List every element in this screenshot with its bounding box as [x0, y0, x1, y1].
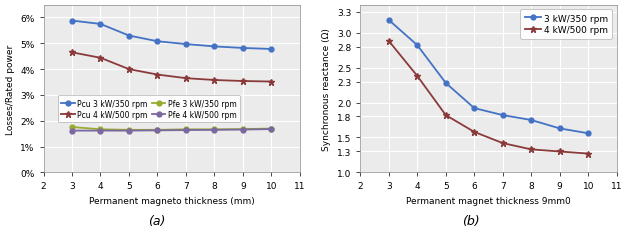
- 3 kW/350 rpm: [385, 19, 392, 22]
- X-axis label: Permanent magnet thickness 9mm0: Permanent magnet thickness 9mm0: [406, 196, 571, 205]
- Y-axis label: Losses/Rated power: Losses/Rated power: [6, 44, 14, 134]
- X-axis label: Permanent magneto thickness (mm): Permanent magneto thickness (mm): [89, 196, 254, 205]
- Text: (b): (b): [462, 214, 480, 227]
- Pfe 4 kW/500 rpm: [268, 128, 275, 131]
- Pcu 4 kW/500 rpm: [97, 57, 104, 60]
- Pcu 3 kW/350 rpm: [97, 23, 104, 26]
- Legend: Pcu 3 kW/350 rpm, Pcu 4 kW/500 rpm, Pfe 3 kW/350 rpm, Pfe 4 kW/500 rpm: Pcu 3 kW/350 rpm, Pcu 4 kW/500 rpm, Pfe …: [58, 95, 241, 123]
- 4 kW/500 rpm: [528, 148, 535, 151]
- 3 kW/350 rpm: [585, 132, 592, 135]
- Line: 4 kW/500 rpm: 4 kW/500 rpm: [386, 39, 592, 157]
- 3 kW/350 rpm: [499, 114, 507, 117]
- Line: Pfe 4 kW/500 rpm: Pfe 4 kW/500 rpm: [70, 127, 274, 134]
- Pfe 3 kW/350 rpm: [239, 128, 247, 131]
- Pfe 4 kW/500 rpm: [68, 130, 76, 132]
- Pfe 3 kW/350 rpm: [97, 128, 104, 131]
- Pcu 4 kW/500 rpm: [182, 77, 190, 80]
- Pcu 4 kW/500 rpm: [268, 81, 275, 84]
- 4 kW/500 rpm: [385, 40, 392, 43]
- 3 kW/350 rpm: [556, 128, 563, 130]
- 3 kW/350 rpm: [413, 45, 421, 47]
- 4 kW/500 rpm: [413, 75, 421, 78]
- Pcu 4 kW/500 rpm: [210, 79, 218, 82]
- 4 kW/500 rpm: [556, 150, 563, 153]
- 3 kW/350 rpm: [470, 107, 478, 110]
- Pfe 3 kW/350 rpm: [68, 126, 76, 129]
- Pfe 4 kW/500 rpm: [125, 130, 133, 132]
- Pfe 3 kW/350 rpm: [125, 129, 133, 132]
- Pcu 3 kW/350 rpm: [210, 46, 218, 49]
- 4 kW/500 rpm: [470, 131, 478, 134]
- Pfe 4 kW/500 rpm: [210, 129, 218, 132]
- 3 kW/350 rpm: [442, 82, 450, 85]
- Pfe 4 kW/500 rpm: [182, 129, 190, 132]
- 4 kW/500 rpm: [499, 142, 507, 145]
- Line: Pcu 4 kW/500 rpm: Pcu 4 kW/500 rpm: [69, 50, 274, 85]
- Pfe 3 kW/350 rpm: [210, 128, 218, 131]
- Line: Pfe 3 kW/350 rpm: Pfe 3 kW/350 rpm: [70, 125, 274, 133]
- Pcu 3 kW/350 rpm: [68, 20, 76, 23]
- Pcu 3 kW/350 rpm: [154, 41, 161, 44]
- Legend: 3 kW/350 rpm, 4 kW/500 rpm: 3 kW/350 rpm, 4 kW/500 rpm: [520, 10, 612, 40]
- Pcu 3 kW/350 rpm: [182, 44, 190, 46]
- Pcu 3 kW/350 rpm: [268, 48, 275, 51]
- Text: (a): (a): [148, 214, 166, 227]
- Pfe 4 kW/500 rpm: [239, 129, 247, 131]
- Pfe 3 kW/350 rpm: [268, 128, 275, 130]
- 4 kW/500 rpm: [442, 114, 450, 117]
- Pcu 3 kW/350 rpm: [239, 47, 247, 50]
- Y-axis label: Synchronous reactance (Ω): Synchronous reactance (Ω): [322, 28, 332, 150]
- Pfe 3 kW/350 rpm: [182, 128, 190, 131]
- Pcu 4 kW/500 rpm: [154, 74, 161, 77]
- Pfe 4 kW/500 rpm: [154, 129, 161, 132]
- Line: Pcu 3 kW/350 rpm: Pcu 3 kW/350 rpm: [70, 19, 274, 52]
- Pcu 3 kW/350 rpm: [125, 35, 133, 38]
- Pcu 4 kW/500 rpm: [125, 68, 133, 71]
- Pfe 3 kW/350 rpm: [154, 129, 161, 132]
- Pcu 4 kW/500 rpm: [239, 80, 247, 83]
- Line: 3 kW/350 rpm: 3 kW/350 rpm: [386, 19, 591, 136]
- 4 kW/500 rpm: [585, 153, 592, 155]
- Pcu 4 kW/500 rpm: [68, 52, 76, 55]
- Pfe 4 kW/500 rpm: [97, 130, 104, 132]
- 3 kW/350 rpm: [528, 119, 535, 122]
